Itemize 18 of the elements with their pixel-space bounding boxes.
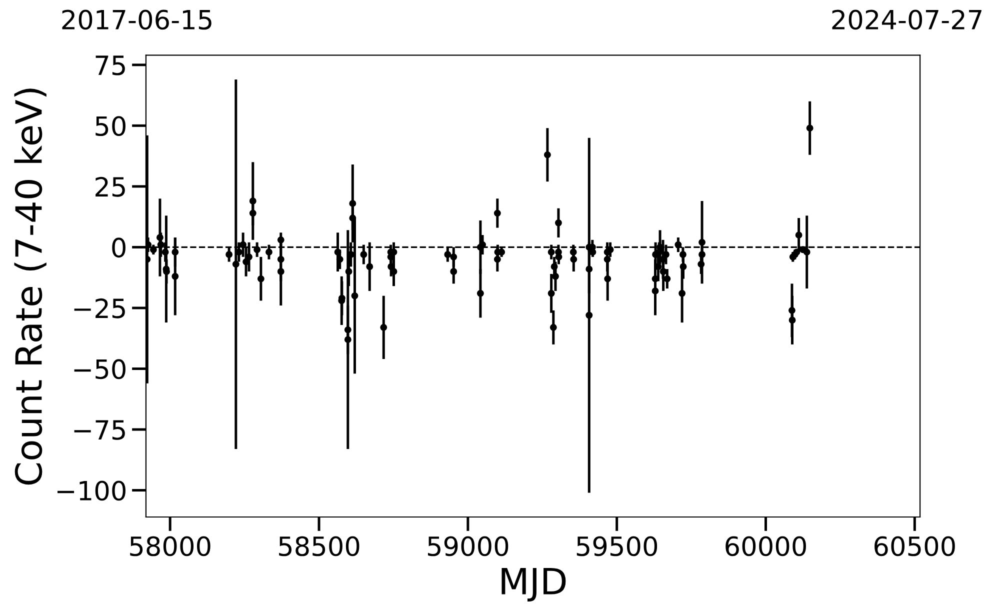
y-tick-label: −75	[74, 420, 125, 440]
x-tick-label: 59000	[428, 536, 508, 556]
x-tick-label: 59500	[576, 536, 658, 556]
y-tick-label: −100	[58, 480, 126, 501]
x-tick-label: 60000	[726, 536, 806, 556]
y-tick-label: 25	[96, 176, 125, 197]
y-tick-label: 50	[96, 116, 126, 136]
y-tick-label: −50	[74, 359, 126, 380]
x-tick-label: 60500	[874, 536, 955, 556]
y-tick-label: 75	[96, 56, 125, 76]
y-tick-label: −25	[74, 298, 125, 318]
text: 2017-06-15	[62, 10, 212, 30]
y-tick-label: 0	[112, 238, 126, 258]
text: 2024-07-27	[832, 10, 982, 30]
x-tick-label: 58500	[279, 536, 360, 556]
y-axis-title: Count Rate (7-40 keV)	[14, 88, 46, 485]
x-tick-label: 58000	[130, 536, 210, 556]
x-axis-title: MJD	[502, 568, 566, 602]
